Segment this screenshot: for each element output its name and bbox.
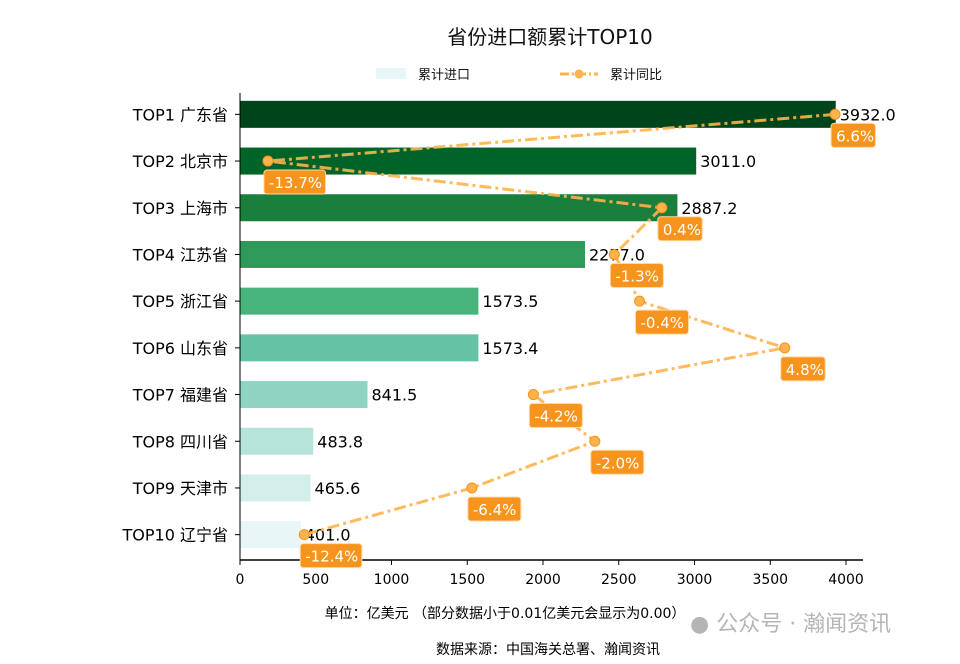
bar (240, 287, 479, 315)
growth-label: 0.4% (663, 221, 701, 239)
bar-value-label: 483.8 (317, 432, 363, 451)
x-tick-label: 3000 (677, 572, 713, 588)
y-tick-label: TOP5 浙江省 (132, 292, 228, 311)
growth-label: -4.2% (534, 408, 578, 426)
bar (240, 100, 836, 128)
y-tick-label: TOP10 辽宁省 (122, 526, 228, 545)
growth-label-box (590, 449, 645, 475)
growth-label: -1.3% (615, 267, 659, 285)
bar (240, 194, 678, 222)
legend-label: 累计进口 (418, 68, 470, 83)
x-tick-label: 2500 (601, 572, 637, 588)
growth-label-box (263, 169, 327, 195)
y-tick-label: TOP4 江苏省 (132, 245, 228, 264)
bar-value-label: 3011.0 (700, 152, 756, 171)
chart-title: 省份进口额累计TOP10 (447, 25, 652, 49)
growth-label-box (830, 122, 876, 148)
growth-label-box (609, 262, 664, 288)
growth-line (267, 112, 836, 537)
x-tick-label: 1500 (449, 572, 485, 588)
x-tick-label: 4000 (828, 572, 864, 588)
growth-marker (527, 389, 539, 401)
bar (240, 521, 301, 549)
growth-label-box (657, 216, 703, 242)
legend-bar-swatch (376, 68, 406, 79)
x-tick-label: 2000 (525, 572, 561, 588)
wechat-icon: ● (690, 612, 710, 637)
bar-value-label: 3932.0 (840, 105, 896, 124)
source-note: 数据来源：中国海关总署、瀚闻资讯 (436, 642, 660, 658)
growth-label: -0.4% (641, 314, 685, 332)
y-tick-label: TOP8 四川省 (132, 432, 228, 451)
growth-label-box (467, 496, 522, 522)
x-tick-label: 1000 (374, 572, 410, 588)
y-tick-label: TOP3 上海市 (132, 199, 228, 218)
growth-marker (589, 435, 601, 447)
bar (240, 381, 368, 409)
growth-label: -2.0% (596, 454, 640, 472)
growth-label: -13.7% (269, 174, 322, 192)
growth-marker (829, 108, 841, 120)
x-axis-label: 单位：亿美元 （部分数据小于0.01亿美元会显示为0.00） (325, 606, 686, 622)
bar-value-label: 1573.5 (482, 292, 538, 311)
growth-label-box (635, 309, 690, 335)
growth-marker (608, 248, 620, 260)
x-tick-label: 3500 (752, 572, 788, 588)
growth-label: 4.8% (786, 361, 824, 379)
y-tick-label: TOP1 广东省 (132, 105, 228, 124)
growth-label-box (780, 356, 826, 382)
growth-marker (656, 202, 668, 214)
growth-label: 6.6% (836, 127, 874, 145)
growth-marker (262, 155, 274, 167)
legend-marker (574, 69, 584, 79)
bar (240, 474, 311, 502)
bar-value-label: 1573.4 (482, 339, 538, 358)
bar (240, 334, 479, 362)
bar-value-label: 401.0 (305, 526, 351, 545)
x-tick-label: 0 (236, 572, 245, 588)
growth-label-box (299, 543, 363, 569)
bar-value-label: 841.5 (371, 386, 417, 405)
legend-label: 累计同比 (610, 68, 662, 83)
bar-value-label: 465.6 (315, 479, 361, 498)
y-tick-label: TOP7 福建省 (132, 386, 228, 405)
bar (240, 240, 585, 268)
growth-label: -6.4% (473, 501, 517, 519)
x-tick-label: 500 (302, 572, 329, 588)
growth-marker (466, 482, 478, 494)
growth-label: -12.4% (305, 548, 358, 566)
y-tick-label: TOP9 天津市 (132, 479, 228, 498)
bar (240, 427, 314, 455)
watermark-text: 公众号 · 瀚闻资讯 (716, 612, 892, 637)
watermark: ● 公众号 · 瀚闻资讯 (690, 606, 891, 638)
bar-value-label: 2887.2 (681, 199, 737, 218)
growth-label-box (528, 403, 583, 429)
y-tick-label: TOP6 山东省 (132, 339, 228, 358)
growth-marker (634, 295, 646, 307)
y-tick-label: TOP2 北京市 (132, 152, 228, 171)
growth-marker (298, 529, 310, 541)
growth-marker (779, 342, 791, 354)
